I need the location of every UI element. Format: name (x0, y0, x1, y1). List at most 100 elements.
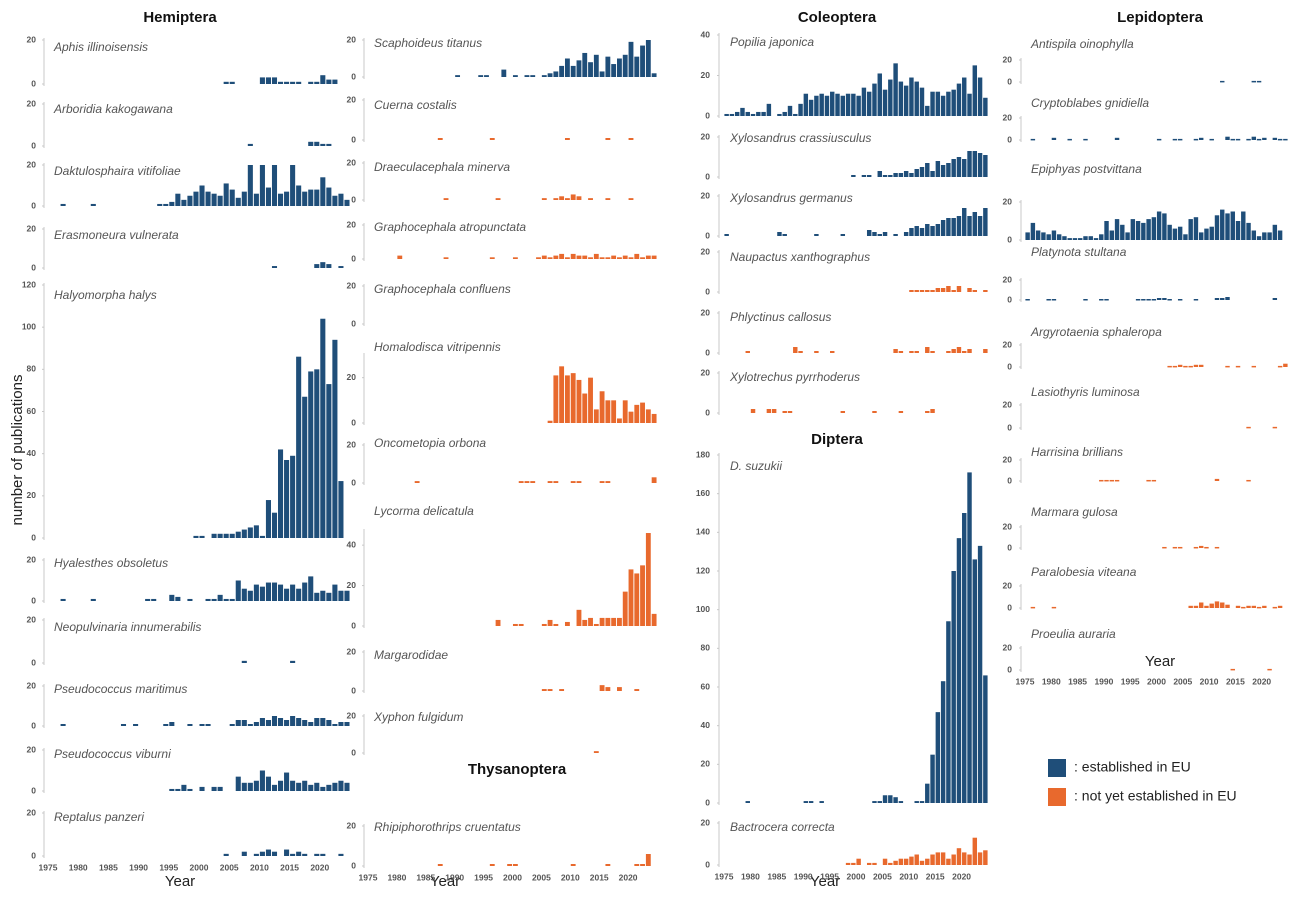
bar (265, 500, 271, 538)
bar (512, 75, 518, 77)
legend-label: : not yet established in EU (1074, 788, 1237, 804)
y-tick-label: 0 (705, 859, 710, 869)
bar (1272, 298, 1278, 300)
bar (651, 413, 657, 423)
bar (296, 185, 302, 206)
bar (1220, 80, 1225, 83)
bar (163, 724, 169, 726)
bar (777, 113, 782, 116)
bar (338, 722, 344, 726)
y-tick-label: 20 (347, 580, 357, 590)
bar (1235, 365, 1241, 368)
bar (593, 751, 599, 753)
panel-title: Pseudococcus viburni (54, 747, 171, 761)
bar (599, 481, 605, 483)
bar (253, 722, 259, 726)
bar (983, 349, 988, 353)
y-tick-label: 0 (351, 134, 356, 144)
bar (284, 849, 290, 856)
bar (1214, 478, 1220, 481)
bar (1214, 298, 1220, 300)
bar (640, 402, 645, 423)
bar (983, 850, 988, 865)
bar (877, 171, 882, 177)
bar (628, 41, 634, 77)
bar (163, 203, 169, 206)
bar (909, 173, 914, 177)
bar (617, 687, 622, 691)
bar (940, 288, 946, 292)
bar (1277, 138, 1283, 141)
bar (1209, 138, 1214, 141)
bar (193, 191, 199, 206)
bar (320, 786, 326, 791)
bar (553, 375, 559, 423)
bar (229, 724, 235, 726)
bar (914, 81, 919, 116)
bar (888, 175, 893, 177)
bar (253, 584, 259, 601)
bar (1072, 238, 1078, 240)
bar (588, 198, 593, 200)
bar (1199, 364, 1204, 367)
bar (553, 255, 559, 259)
bar (223, 533, 229, 538)
bar (645, 255, 651, 259)
bar (640, 565, 645, 626)
bar (1262, 605, 1267, 608)
bar (338, 590, 344, 601)
bar (628, 198, 634, 200)
y-tick-label: 20 (1003, 454, 1013, 464)
bar (724, 113, 729, 116)
y-tick-label: 40 (347, 539, 357, 549)
bar (265, 187, 271, 206)
bar (782, 234, 787, 236)
x-tick-label: 1980 (387, 872, 406, 882)
bar (1230, 668, 1235, 671)
bar (1083, 138, 1088, 141)
bar (851, 175, 856, 177)
bar (284, 459, 290, 538)
bar (284, 191, 290, 206)
bar (541, 198, 547, 200)
bar (241, 660, 247, 663)
bar (787, 411, 793, 413)
bar (229, 598, 235, 601)
bar (1267, 668, 1272, 671)
bar (169, 201, 175, 206)
bar (588, 377, 593, 423)
bar (983, 208, 988, 236)
bar (564, 621, 570, 626)
y-tick-label: 20 (347, 219, 357, 229)
bar (1183, 234, 1188, 240)
bar (962, 159, 967, 177)
bar (798, 351, 803, 353)
bar (570, 481, 576, 483)
bar (290, 165, 296, 206)
y-tick-label: 20 (1003, 112, 1013, 122)
bar (1183, 365, 1188, 368)
bar (605, 864, 611, 866)
bar (205, 598, 211, 601)
order-heading: Coleoptera (798, 9, 877, 26)
bar (223, 598, 229, 601)
bar (541, 623, 547, 626)
order-heading: Hemiptera (143, 9, 217, 26)
bar (1262, 232, 1267, 240)
bar (599, 617, 605, 626)
bar (314, 189, 320, 206)
bar (1093, 238, 1099, 240)
bar (326, 784, 332, 791)
bar (296, 356, 302, 538)
bar (547, 619, 553, 626)
bar (344, 199, 350, 206)
bar (326, 592, 332, 601)
bar (235, 720, 241, 726)
x-axis-label: Year (430, 873, 460, 890)
bar (1067, 238, 1072, 240)
bar (278, 193, 284, 206)
order-heading: Lepidoptera (1117, 9, 1203, 26)
bar (1046, 299, 1051, 301)
bar (582, 52, 588, 77)
panel-title: Reptalus panzeri (54, 810, 144, 824)
